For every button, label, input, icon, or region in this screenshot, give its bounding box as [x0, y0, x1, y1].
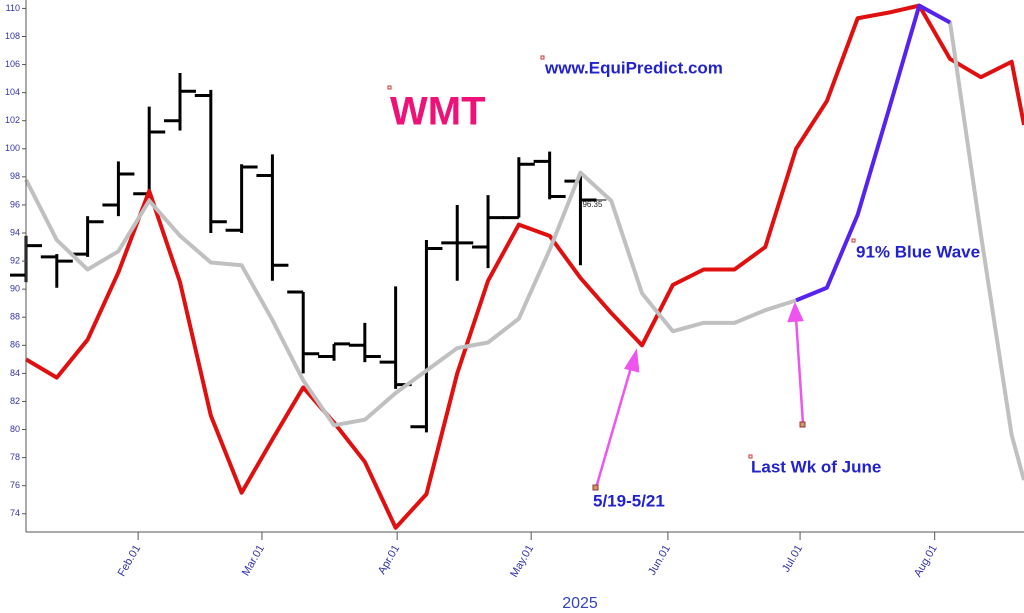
- x-tick-label: Mar.01: [240, 543, 267, 578]
- value-label: 96.35: [582, 200, 603, 209]
- y-tick-label: 108: [5, 31, 20, 41]
- y-tick-label: 96: [10, 199, 20, 209]
- subtitle: www.EquiPredict.com: [544, 58, 723, 77]
- y-tick-label: 102: [5, 115, 20, 125]
- y-tick-label: 84: [10, 368, 20, 378]
- y-tick-label: 80: [10, 424, 20, 434]
- y-tick-label: 110: [6, 3, 20, 13]
- arrow-head: [787, 301, 804, 323]
- x-tick-label: Jun.01: [646, 543, 673, 578]
- x-tick-label: May.01: [508, 543, 536, 580]
- marker: [851, 238, 856, 243]
- y-tick-label: 94: [10, 227, 20, 237]
- series-line: [24, 3, 1024, 530]
- y-tick-label: 90: [10, 284, 20, 294]
- y-tick-label: 98: [10, 171, 20, 181]
- y-tick-label: 74: [10, 508, 20, 518]
- x-tick-label: Aug.01: [912, 543, 940, 579]
- plot-area: 96.35: [10, 3, 1024, 530]
- y-tick-label: 106: [5, 59, 20, 69]
- y-tick-label: 78: [10, 452, 20, 462]
- y-tick-label: 86: [10, 340, 20, 350]
- series-line: [795, 3, 952, 303]
- x-tick-label: Feb.01: [116, 543, 144, 579]
- arrow: [594, 363, 634, 489]
- annotation: 5/19-5/21: [593, 491, 665, 510]
- annotation: Last Wk of June: [751, 457, 881, 476]
- arrow-head: [624, 348, 640, 373]
- y-tick-label: 104: [5, 87, 20, 97]
- x-tick-label: Apr.01: [376, 543, 402, 577]
- marker: [799, 421, 806, 428]
- arrow: [794, 317, 805, 425]
- y-tick-label: 88: [10, 312, 20, 322]
- marker: [592, 484, 599, 491]
- arrows: [594, 301, 805, 489]
- y-tick-label: 92: [10, 255, 20, 265]
- x-tick-label: Jul.01: [780, 543, 805, 574]
- y-tick-label: 76: [10, 480, 20, 490]
- annotation: 91% Blue Wave: [856, 242, 980, 261]
- marker: [540, 55, 545, 60]
- chart-title: WMT: [390, 90, 486, 134]
- y-tick-label: 82: [10, 396, 20, 406]
- marker: [748, 454, 753, 459]
- marker: [387, 85, 392, 90]
- y-tick-label: 100: [5, 143, 20, 153]
- x-axis-label: 2025: [562, 595, 598, 612]
